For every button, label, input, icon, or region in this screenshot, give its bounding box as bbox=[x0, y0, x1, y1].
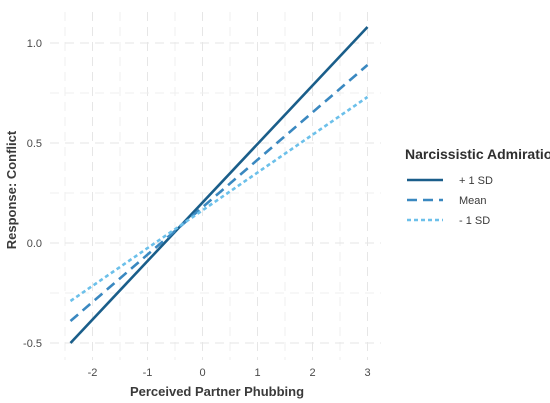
y-tick-label: 0.0 bbox=[27, 238, 42, 250]
y-tick-label: -0.5 bbox=[23, 338, 42, 350]
x-tick-labels: -2 -1 0 1 2 3 bbox=[88, 367, 371, 379]
legend-title: Narcissistic Admiration bbox=[405, 146, 550, 162]
legend-label-1: + 1 SD bbox=[459, 175, 493, 187]
x-tick-label: 3 bbox=[364, 367, 370, 379]
y-tick-label: 1.0 bbox=[27, 38, 42, 50]
x-tick-label: -2 bbox=[88, 367, 98, 379]
y-axis-title: Response: Conflict bbox=[4, 130, 19, 249]
x-axis-title: Perceived Partner Phubbing bbox=[130, 384, 304, 399]
grid bbox=[50, 12, 381, 360]
y-tick-label: 0.5 bbox=[27, 138, 42, 150]
series-line-1 bbox=[69, 26, 369, 344]
series-line-2 bbox=[69, 64, 369, 322]
y-tick-labels: -0.5 0.0 0.5 1.0 bbox=[23, 38, 42, 350]
series-lines bbox=[69, 26, 369, 344]
x-tick-label: 2 bbox=[309, 367, 315, 379]
x-tick-label: 0 bbox=[199, 367, 205, 379]
x-tick-label: -1 bbox=[143, 367, 153, 379]
series-line-3 bbox=[69, 95, 369, 303]
x-tick-label: 1 bbox=[254, 367, 260, 379]
legend-label-3: - 1 SD bbox=[459, 215, 490, 227]
legend-label-2: Mean bbox=[459, 195, 487, 207]
legend: Narcissistic Admiration + 1 SD Mean - 1 SD bbox=[405, 146, 550, 227]
